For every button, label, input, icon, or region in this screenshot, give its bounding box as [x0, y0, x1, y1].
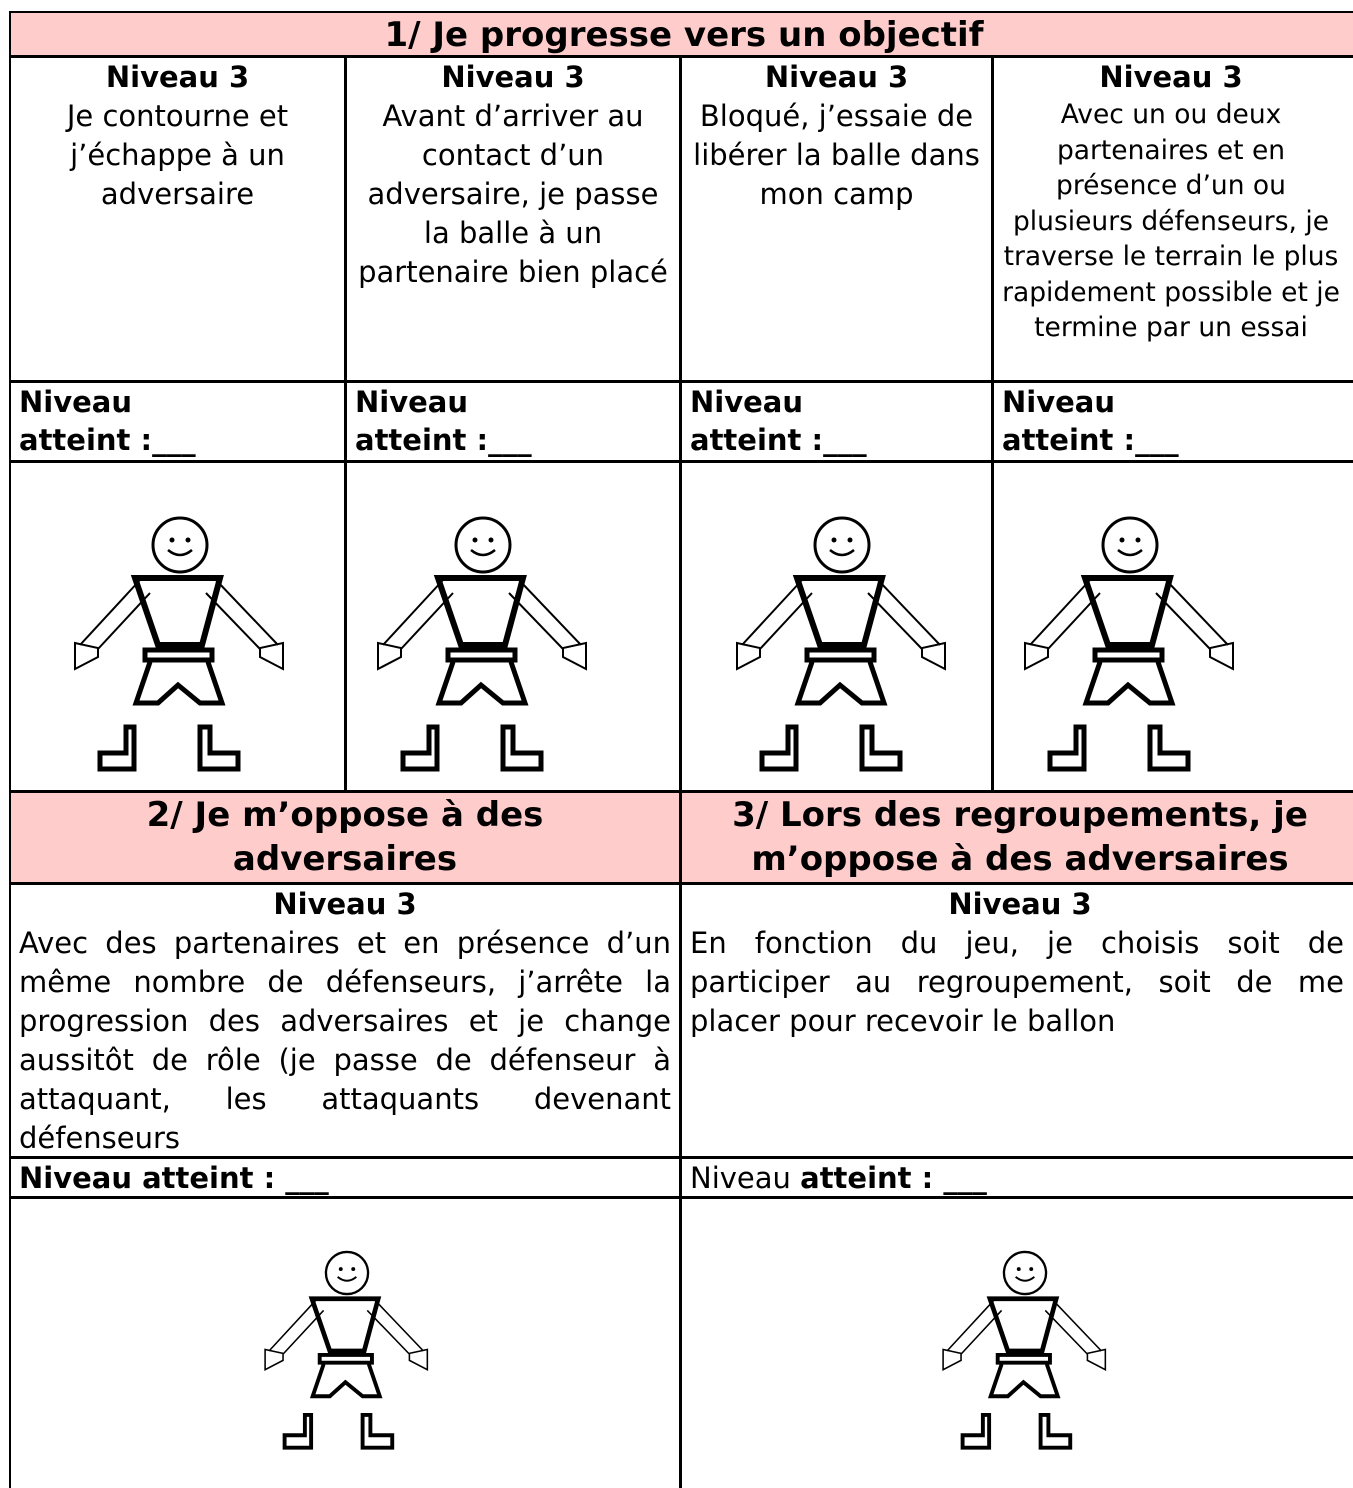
achieved: Niveau atteint :___: [355, 385, 532, 457]
achieved-prefix: Niveau: [690, 1161, 791, 1195]
stick-figure: [943, 1252, 1105, 1448]
level: Niveau 3: [764, 60, 909, 94]
achieved: Niveau atteint : ___: [19, 1161, 329, 1195]
level: Niveau 3: [273, 887, 417, 921]
stick-figure: [265, 1252, 427, 1448]
description: En fonction du jeu, je choisis soit de p…: [690, 926, 1344, 1038]
stick-figure: [737, 518, 945, 769]
achieved: Niveau atteint :___: [19, 385, 196, 457]
level: Niveau 3: [105, 60, 250, 94]
stick-figure: [378, 518, 586, 769]
achieved: Niveau atteint :___: [1002, 385, 1179, 457]
section-title: 1/ Je progresse vers un objectif: [9, 11, 1353, 57]
cell: Niveau 3 Avant d’arriver au contact d’un…: [345, 56, 681, 382]
cell: Niveau atteint :___: [9, 381, 346, 462]
stick-figure: [75, 518, 283, 769]
cell: Niveau 3 Avec un ou deux partenaires et …: [992, 56, 1353, 382]
stick-figure: [1025, 518, 1233, 769]
cell: Niveau atteint : ___: [680, 1157, 1353, 1198]
description: Avec des partenaires et en présence d’un…: [19, 926, 671, 1155]
cell: Niveau 3 Avec des partenaires et en prés…: [9, 883, 681, 1158]
level: Niveau 3: [1099, 60, 1243, 94]
description: Avec un ou deux partenaires et en présen…: [1002, 99, 1340, 343]
level: Niveau 3: [948, 887, 1092, 921]
cell: Niveau atteint :___: [345, 381, 681, 462]
description: Avant d’arriver au contact d’un adversai…: [358, 99, 668, 289]
description: Bloqué, j’essaie de libérer la balle dan…: [693, 99, 980, 211]
cell: [680, 1197, 1353, 1488]
description: Je contourne et j’échappe à un adversair…: [66, 99, 289, 211]
level: Niveau 3: [441, 60, 585, 94]
cell: Niveau 3 En fonction du jeu, je choisis …: [680, 883, 1353, 1158]
cell: Niveau 3 Je contourne et j’échappe à un …: [9, 56, 346, 382]
achieved: atteint : ___: [800, 1161, 987, 1195]
cell: Niveau 3 Bloqué, j’essaie de libérer la …: [680, 56, 993, 382]
achieved: Niveau atteint :___: [690, 385, 867, 457]
section-title: 3/ Lors des regroupements, je m’oppose à…: [680, 791, 1353, 884]
section-title: 2/ Je m’oppose à des adversaires: [9, 791, 681, 884]
